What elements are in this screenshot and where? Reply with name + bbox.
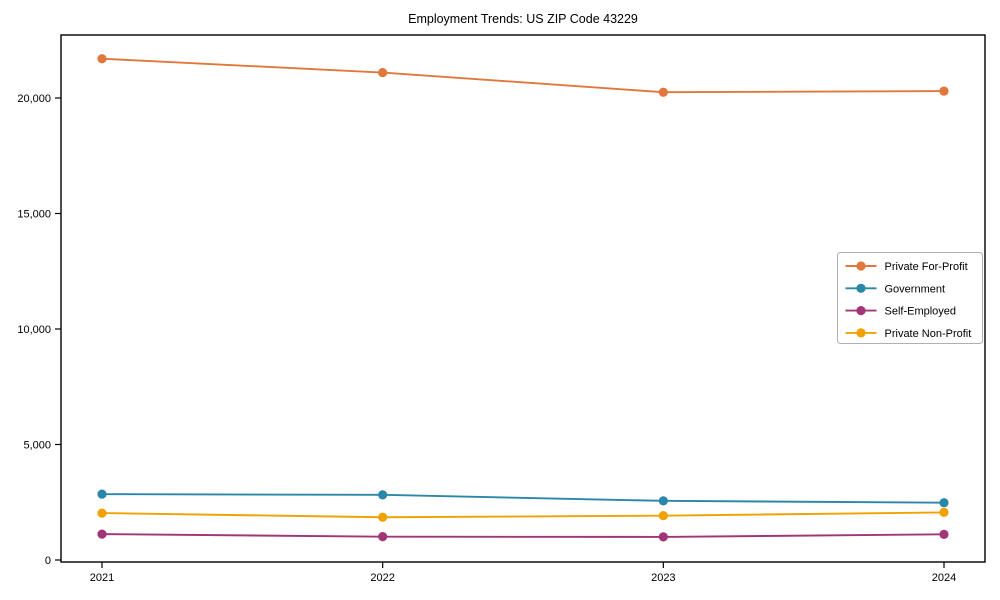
legend-label: Private For-Profit (885, 261, 968, 273)
data-point-government (658, 496, 668, 506)
series-line-government (101, 493, 945, 504)
legend-swatch-marker (856, 261, 866, 271)
legend-swatch-marker (856, 283, 866, 293)
data-point-private-for-profit (97, 54, 107, 64)
legend-swatch-marker (856, 328, 866, 338)
data-point-government (378, 490, 388, 500)
y-tick-label: 0 (45, 555, 51, 567)
legend-swatch-marker (856, 306, 866, 316)
chart-title: Employment Trends: US ZIP Code 43229 (408, 12, 638, 26)
series-line-private-non-profit (101, 511, 945, 519)
x-tick-label: 2023 (651, 572, 675, 584)
legend-label: Private Non-Profit (885, 328, 972, 340)
data-point-government (97, 489, 107, 499)
plot-area (60, 34, 986, 563)
legend-label: Self-Employed (885, 306, 957, 318)
data-point-private-for-profit (939, 86, 949, 96)
legend (837, 252, 983, 344)
x-tick-label: 2021 (90, 572, 114, 584)
x-tick-label: 2024 (932, 572, 956, 584)
y-tick-label: 20,000 (17, 93, 51, 105)
data-point-private-non-profit (378, 512, 388, 522)
data-point-self-employed (658, 532, 668, 542)
series-line-self-employed (101, 533, 945, 538)
data-point-private-for-profit (378, 67, 388, 78)
data-point-self-employed (939, 529, 949, 539)
data-point-self-employed (378, 532, 388, 542)
y-tick-label: 10,000 (17, 324, 51, 336)
data-point-private-for-profit (658, 87, 668, 97)
data-point-private-non-profit (97, 508, 107, 518)
data-point-self-employed (97, 529, 107, 539)
data-point-private-non-profit (658, 511, 668, 521)
series-line-private-for-profit (101, 57, 945, 94)
x-tick-label: 2022 (370, 572, 394, 584)
data-point-private-non-profit (939, 507, 949, 518)
legend-label: Government (885, 283, 946, 295)
y-tick-label: 5,000 (23, 439, 51, 451)
data-point-government (939, 498, 949, 508)
y-tick-label: 15,000 (17, 208, 51, 220)
